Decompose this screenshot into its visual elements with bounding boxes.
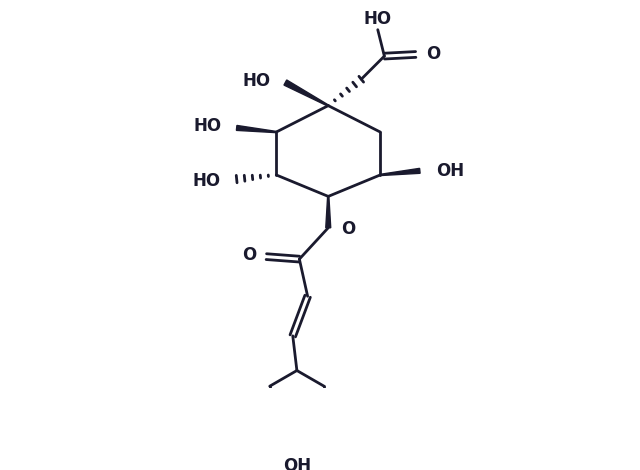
Text: OH: OH [283, 457, 311, 470]
Polygon shape [380, 168, 420, 176]
Text: HO: HO [364, 10, 392, 28]
Text: HO: HO [192, 172, 220, 190]
Text: O: O [342, 219, 356, 237]
Text: HO: HO [243, 72, 271, 90]
Text: O: O [426, 46, 440, 63]
Text: HO: HO [194, 117, 222, 135]
Polygon shape [236, 125, 276, 133]
Polygon shape [284, 80, 328, 106]
Polygon shape [326, 196, 331, 228]
Text: OH: OH [436, 162, 465, 180]
Text: O: O [242, 246, 257, 264]
